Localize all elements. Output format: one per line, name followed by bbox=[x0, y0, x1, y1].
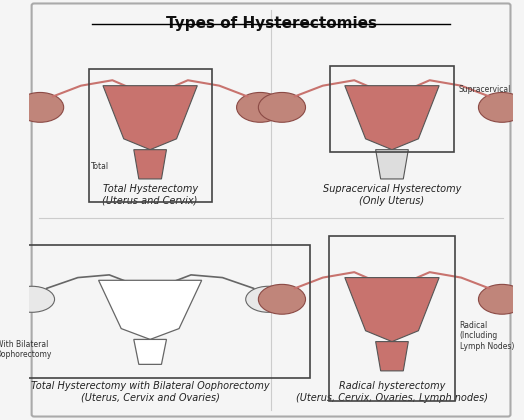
Polygon shape bbox=[99, 280, 202, 339]
Text: Supracervical: Supracervical bbox=[458, 84, 511, 94]
Ellipse shape bbox=[258, 284, 305, 314]
Text: Radical hysterectomy
(Uterus, Cervix, Ovaries, Lymph nodes): Radical hysterectomy (Uterus, Cervix, Ov… bbox=[296, 381, 488, 403]
Ellipse shape bbox=[478, 92, 524, 122]
Text: Supracervical Hysterectomy
(Only Uterus): Supracervical Hysterectomy (Only Uterus) bbox=[323, 184, 461, 206]
Text: With Bilateral
Oophorectomy: With Bilateral Oophorectomy bbox=[0, 340, 52, 360]
Text: Total: Total bbox=[91, 162, 109, 171]
Ellipse shape bbox=[258, 92, 305, 122]
Polygon shape bbox=[376, 150, 408, 179]
Bar bbox=[89, 69, 212, 202]
Polygon shape bbox=[103, 86, 198, 150]
Bar bbox=[330, 66, 454, 152]
Ellipse shape bbox=[237, 92, 284, 122]
Text: Total Hysterectomy
(Uterus and Cervix): Total Hysterectomy (Uterus and Cervix) bbox=[103, 184, 198, 206]
Text: Total Hysterectomy with Bilateral Oophorectomy
(Uterus, Cervix and Ovaries): Total Hysterectomy with Bilateral Oophor… bbox=[31, 381, 269, 403]
Ellipse shape bbox=[246, 286, 291, 312]
Polygon shape bbox=[345, 278, 439, 341]
Ellipse shape bbox=[17, 92, 64, 122]
Text: Types of Hysterectomies: Types of Hysterectomies bbox=[166, 16, 377, 31]
Polygon shape bbox=[345, 86, 439, 150]
Ellipse shape bbox=[9, 286, 54, 312]
Bar bbox=[0, 245, 311, 378]
FancyBboxPatch shape bbox=[31, 3, 510, 417]
Polygon shape bbox=[134, 150, 167, 179]
Polygon shape bbox=[376, 341, 408, 371]
Ellipse shape bbox=[478, 284, 524, 314]
Bar bbox=[329, 236, 455, 401]
Text: Radical
(Including
Lymph Nodes): Radical (Including Lymph Nodes) bbox=[460, 321, 514, 351]
Polygon shape bbox=[134, 339, 167, 365]
